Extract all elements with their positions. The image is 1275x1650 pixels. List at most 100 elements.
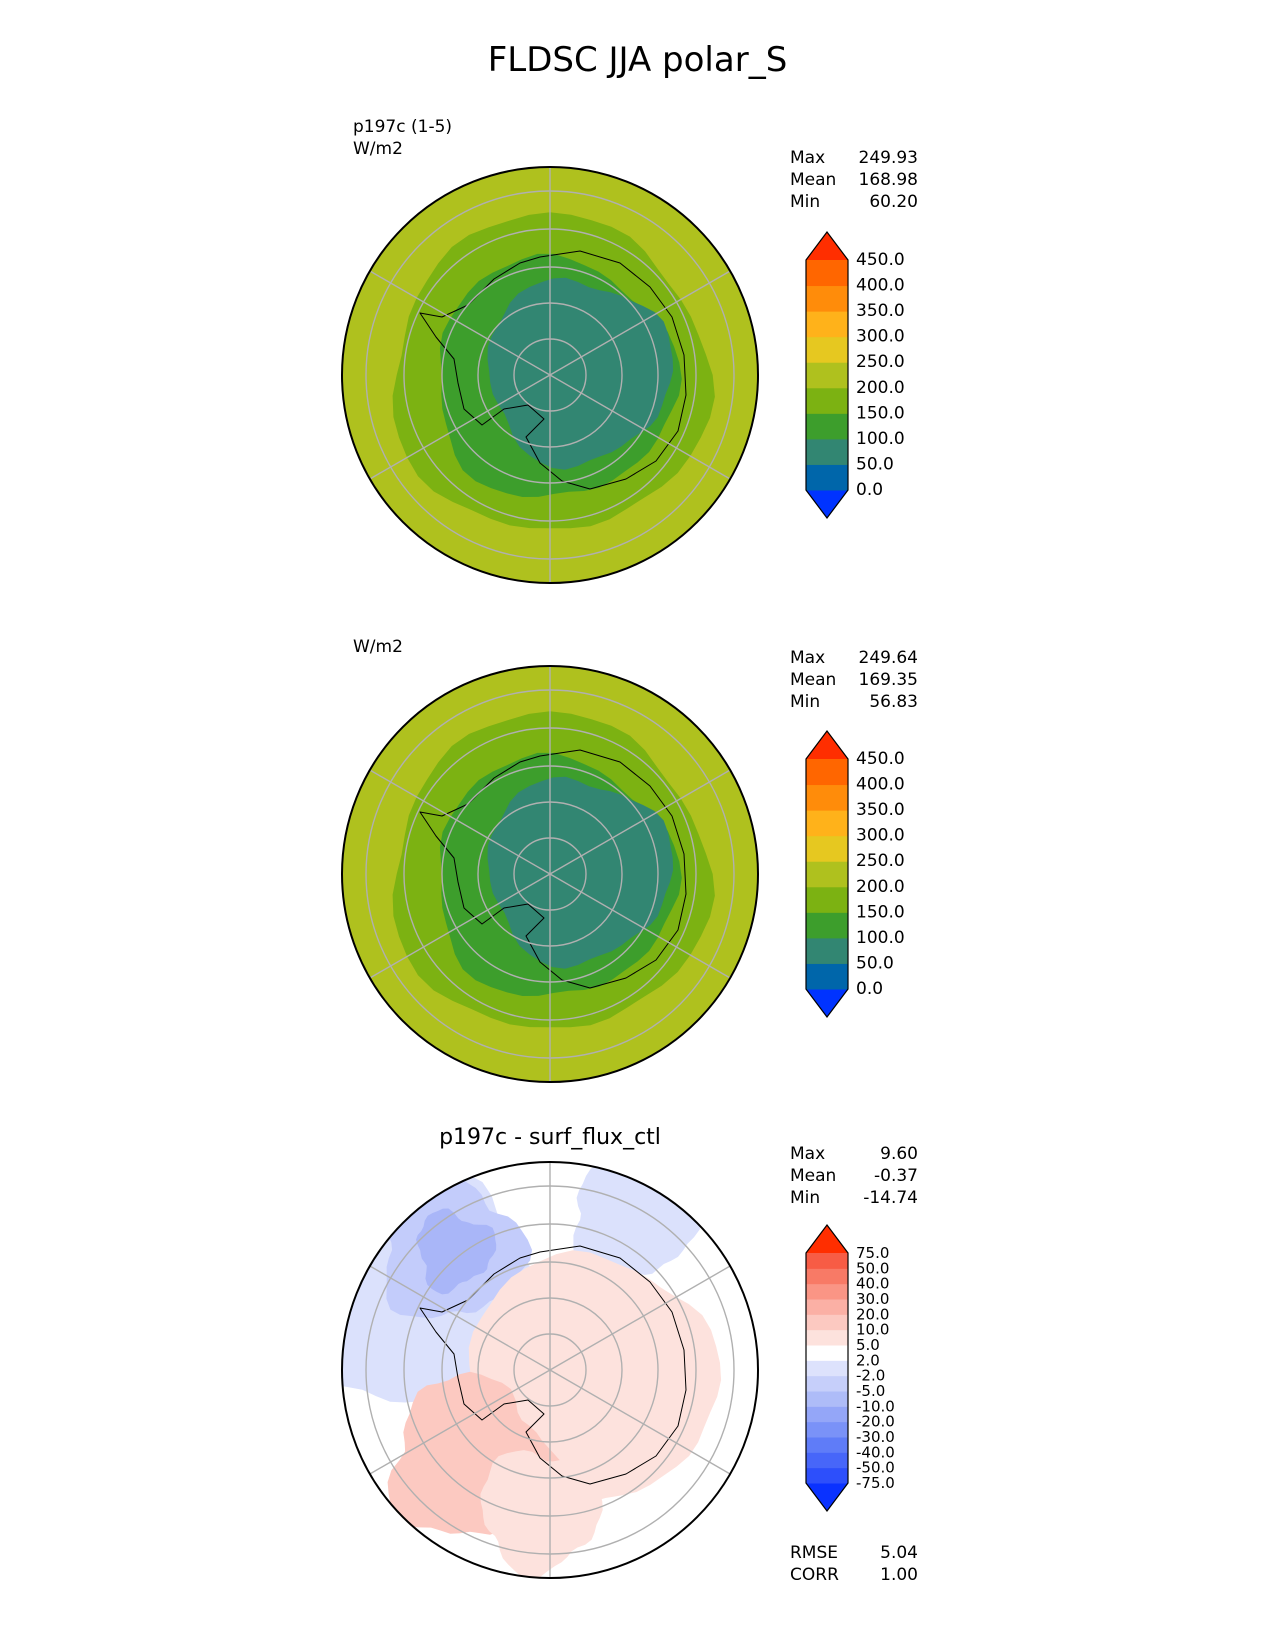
map-field bbox=[342, 666, 758, 1082]
colorbar-segment bbox=[806, 886, 848, 913]
colorbar-segment bbox=[806, 464, 848, 491]
stat-value: -14.74 bbox=[863, 1188, 918, 1208]
colorbar-diff: -75.0-50.0-40.0-30.0-20.0-10.0-5.0-2.02.… bbox=[805, 1224, 895, 1512]
antarctica-coastline bbox=[419, 1245, 687, 1485]
colorbar-tick-label: -30.0 bbox=[856, 1428, 895, 1446]
panel1-units: W/m2 bbox=[353, 139, 403, 159]
colorbar-tick-label: 450.0 bbox=[856, 749, 905, 769]
colorbar-outline bbox=[805, 1224, 849, 1512]
map-boundary bbox=[341, 1161, 759, 1579]
negative-anomaly bbox=[416, 1208, 497, 1295]
polar-map-panel1 bbox=[341, 166, 759, 584]
colorbar-tick-label: 200.0 bbox=[856, 378, 905, 398]
colorbar-extend-max bbox=[806, 1225, 848, 1253]
longitude-gridline bbox=[549, 1265, 731, 1371]
colorbar-extend-min bbox=[806, 490, 848, 518]
polar-map-panel2 bbox=[341, 665, 759, 1083]
panel2-units: W/m2 bbox=[353, 637, 403, 657]
map-boundary bbox=[341, 665, 759, 1083]
colorbar-tick-label: 75.0 bbox=[856, 1244, 889, 1262]
colorbar-segment bbox=[806, 362, 848, 389]
stat-value: 9.60 bbox=[880, 1144, 918, 1164]
colorbar-tick-label: 250.0 bbox=[856, 851, 905, 871]
colorbar-segment bbox=[806, 1437, 848, 1453]
colorbar-outline bbox=[805, 231, 849, 519]
colorbar-tick-label: 400.0 bbox=[856, 276, 905, 296]
stat-name: Max bbox=[790, 1144, 826, 1164]
map-boundary bbox=[341, 166, 759, 584]
colorbar-segment bbox=[806, 937, 848, 964]
colorbar-segment bbox=[806, 311, 848, 338]
colorbar-tick-label: 30.0 bbox=[856, 1290, 889, 1308]
colorbar-tick-label: -2.0 bbox=[856, 1367, 885, 1385]
diff-metrics: RMSE 5.04 CORR 1.00 bbox=[790, 1542, 918, 1586]
stat-name: Min bbox=[790, 192, 821, 212]
colorbar-segment bbox=[806, 1406, 848, 1423]
antarctica-coastline bbox=[419, 250, 687, 490]
map-field bbox=[342, 167, 758, 583]
colorbar-tick-label: -10.0 bbox=[856, 1397, 895, 1415]
colorbar-segment bbox=[806, 1375, 848, 1392]
colorbar-tick-label: 40.0 bbox=[856, 1275, 889, 1293]
colorbar-segment bbox=[806, 1452, 848, 1469]
stat-value: 168.98 bbox=[858, 170, 918, 190]
colorbar-tick-label: -75.0 bbox=[856, 1474, 895, 1492]
colorbar-segment bbox=[806, 1299, 848, 1315]
colorbar-tick-label: 5.0 bbox=[856, 1336, 880, 1354]
colorbar-tick-label: 50.0 bbox=[856, 953, 894, 973]
stat-value: 249.93 bbox=[858, 148, 918, 168]
panel1-label: p197c (1-5) bbox=[353, 117, 453, 137]
stat-value: 60.20 bbox=[869, 192, 918, 212]
colorbar-tick-label: 50.0 bbox=[856, 1259, 889, 1277]
longitude-gridline bbox=[549, 374, 731, 480]
colorbar-segment bbox=[806, 759, 848, 786]
colorbar-tick-label: 350.0 bbox=[856, 301, 905, 321]
plateau-field bbox=[487, 277, 674, 470]
stat-name: Min bbox=[790, 1188, 821, 1208]
colorbar-segment bbox=[806, 1421, 848, 1438]
colorbar-extend-min bbox=[806, 1483, 848, 1511]
colorbar-tick-label: 150.0 bbox=[856, 902, 905, 922]
longitude-gridline bbox=[369, 270, 551, 376]
colorbar-tick-label: -40.0 bbox=[856, 1443, 895, 1461]
colorbar-tick-label: 200.0 bbox=[856, 877, 905, 897]
colorbar-segment bbox=[806, 1391, 848, 1407]
colorbar-segment bbox=[806, 1283, 848, 1300]
stat-name: Mean bbox=[790, 670, 837, 690]
colorbar-segment bbox=[806, 1360, 848, 1377]
colorbar-tick-label: 300.0 bbox=[856, 826, 905, 846]
colorbar-segment bbox=[806, 835, 848, 862]
colorbar-segment bbox=[806, 387, 848, 414]
colorbar-extend-max bbox=[806, 731, 848, 759]
stat-value: -0.37 bbox=[874, 1166, 918, 1186]
stat-name: Min bbox=[790, 692, 821, 712]
stat-value: 249.64 bbox=[858, 648, 918, 668]
colorbar-tick-label: -5.0 bbox=[856, 1382, 885, 1400]
colorbar-segment bbox=[806, 1268, 848, 1285]
stat-name: Max bbox=[790, 648, 826, 668]
colorbar-segment bbox=[806, 413, 848, 440]
figure-title: FLDSC JJA polar_S bbox=[487, 40, 788, 80]
stat-name: Mean bbox=[790, 1166, 837, 1186]
stat-name: Max bbox=[790, 148, 826, 168]
longitude-gridline bbox=[369, 769, 551, 875]
colorbar-segment bbox=[806, 1329, 848, 1346]
colorbar-panel1: 0.0 50.0 100.0 150.0 200.0 250.0 300.0 350.0 400… bbox=[805, 231, 905, 519]
plateau-field bbox=[487, 776, 674, 969]
longitude-gridline bbox=[369, 374, 551, 480]
colorbar-tick-label: 150.0 bbox=[856, 403, 905, 423]
colorbar-segment bbox=[806, 1467, 848, 1484]
colorbar-segment bbox=[806, 336, 848, 363]
longitude-gridline bbox=[369, 1265, 551, 1371]
stat-value: 169.35 bbox=[858, 670, 918, 690]
colorbar-segment bbox=[806, 285, 848, 312]
colorbar-segment bbox=[806, 1253, 848, 1269]
colorbar-tick-label: 100.0 bbox=[856, 429, 905, 449]
metric-name: RMSE bbox=[790, 1543, 839, 1563]
colorbar-segment bbox=[806, 784, 848, 811]
colorbar-segment bbox=[806, 1345, 848, 1361]
colorbar-tick-label: 50.0 bbox=[856, 454, 894, 474]
colorbar-tick-label: 20.0 bbox=[856, 1305, 889, 1323]
colorbar-segment bbox=[806, 912, 848, 939]
colorbar-segment bbox=[806, 861, 848, 888]
